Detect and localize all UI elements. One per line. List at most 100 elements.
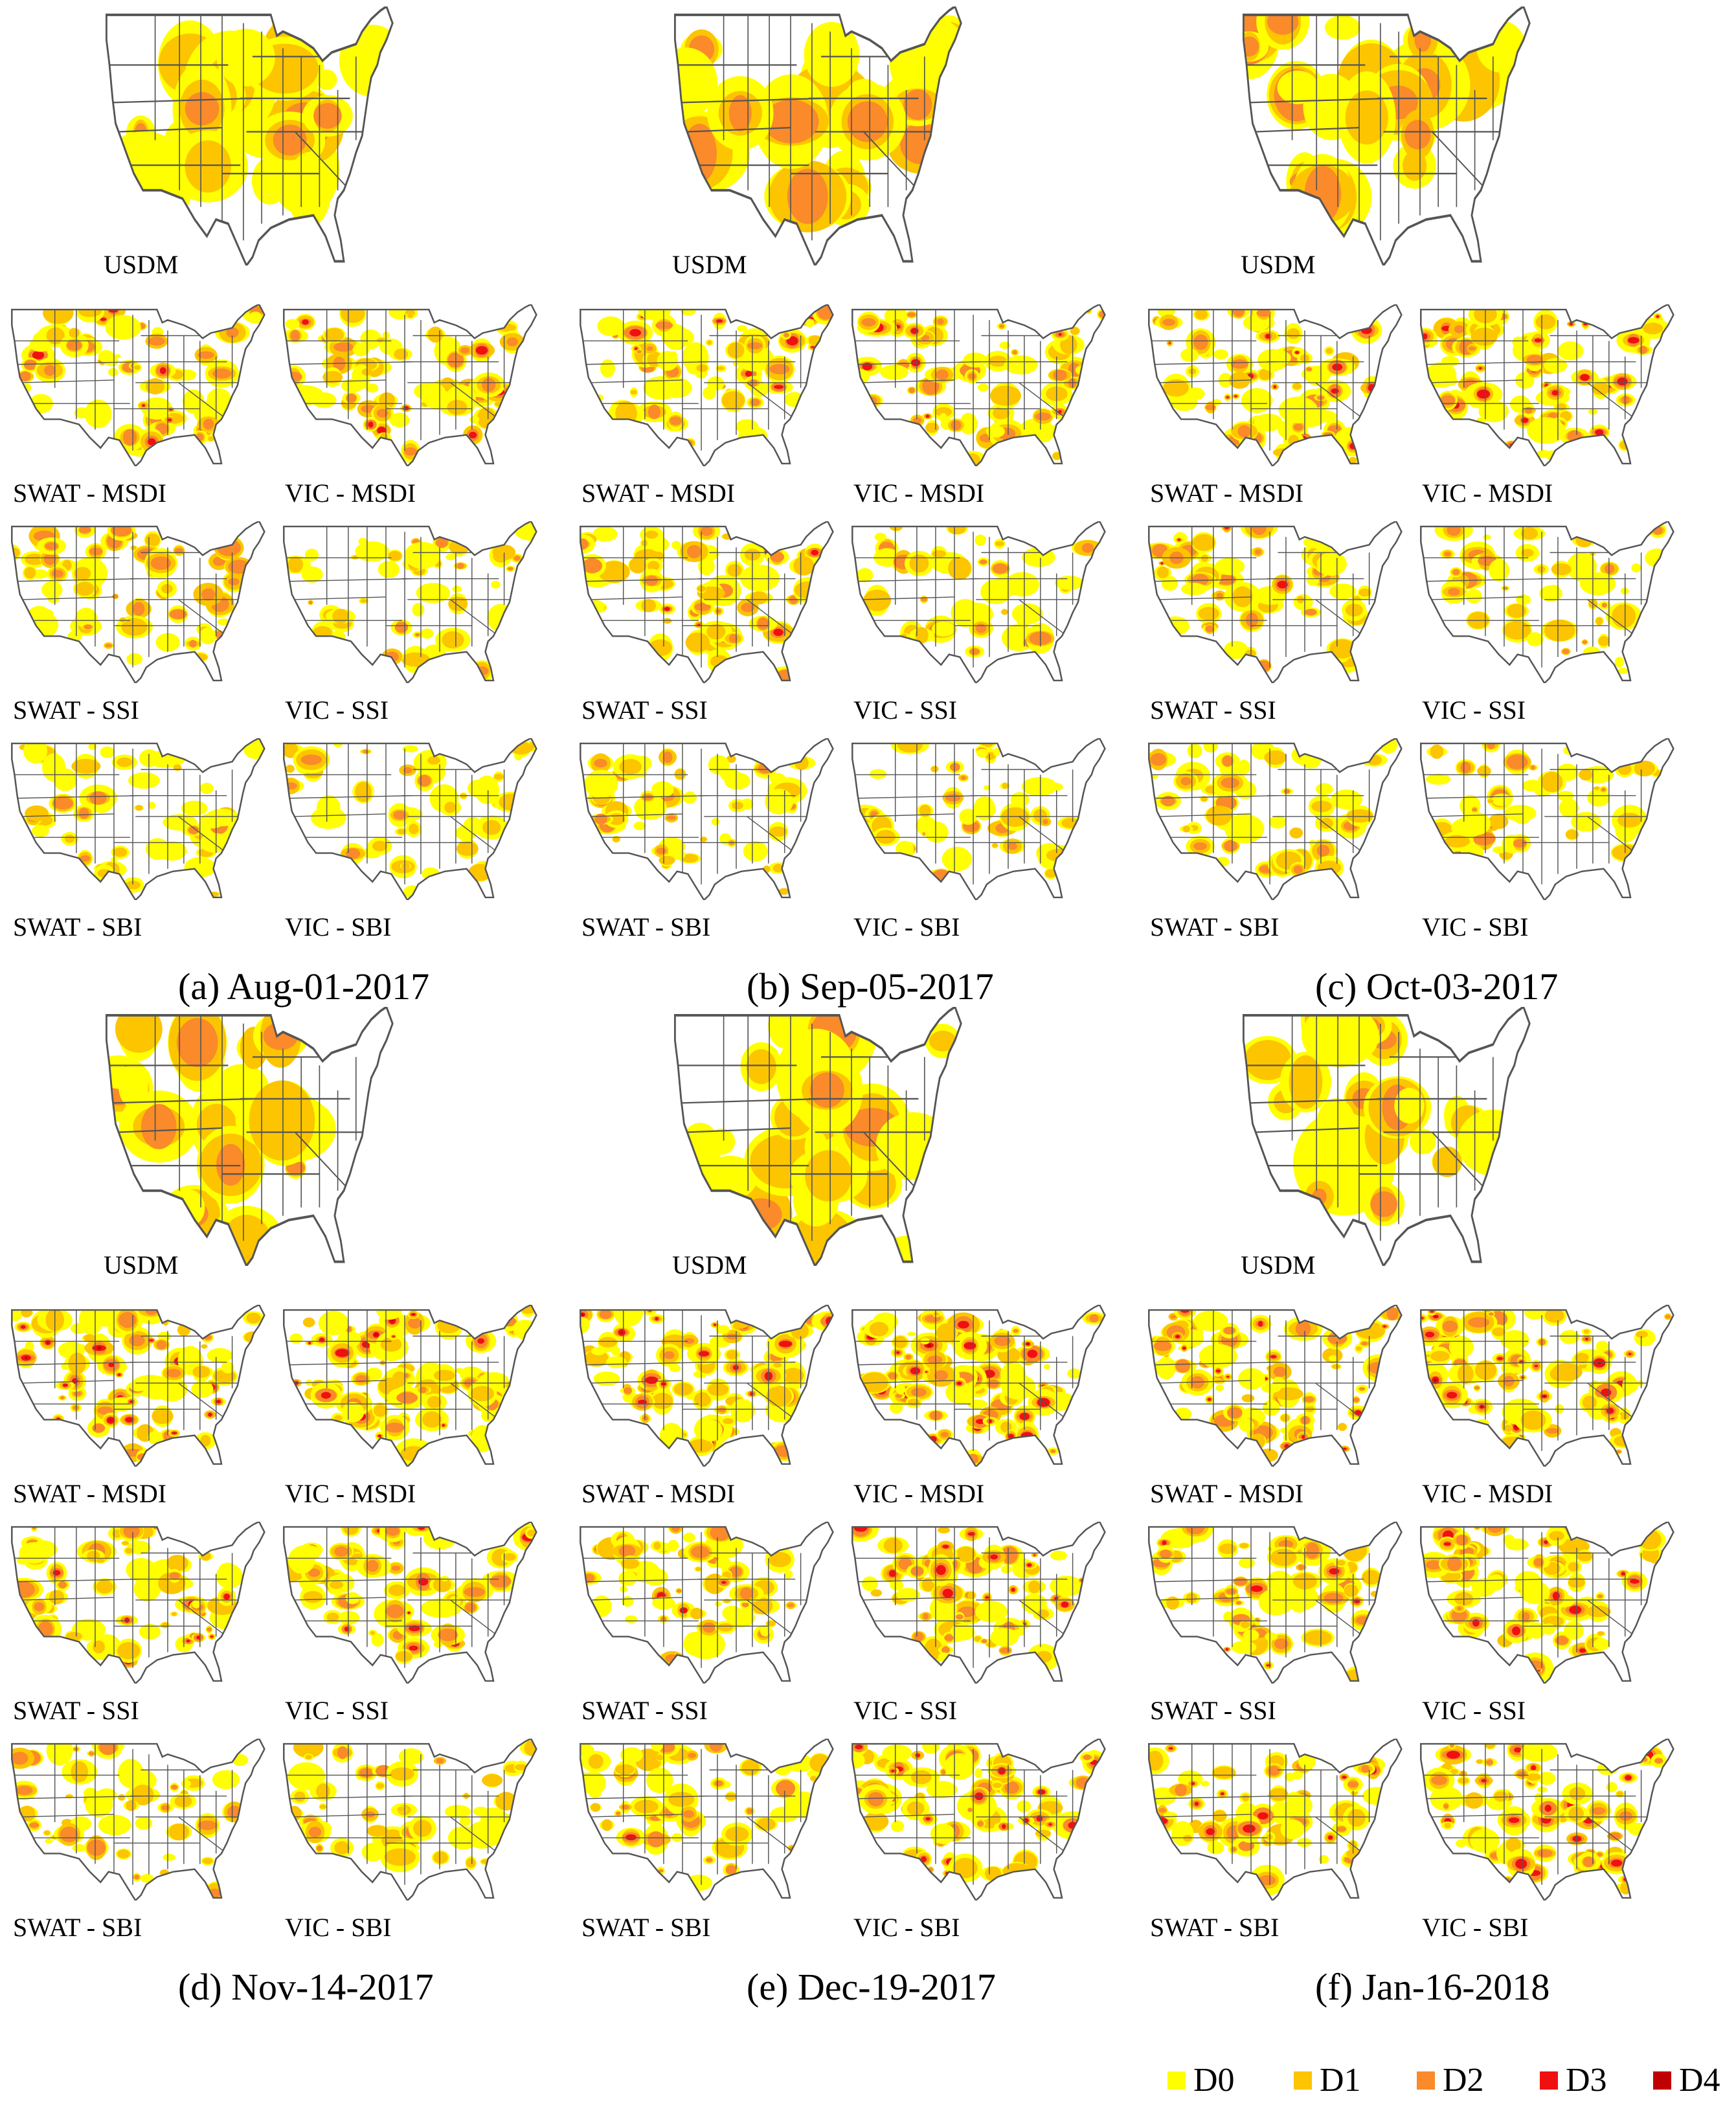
drought-patch-d2 xyxy=(982,1639,987,1643)
drought-patch-d0 xyxy=(88,743,97,750)
drought-patch-d1 xyxy=(1070,327,1080,335)
drought-patch-d0 xyxy=(163,1853,176,1861)
drought-patch-d1 xyxy=(938,1527,951,1533)
model-map-sbi xyxy=(283,1739,537,1900)
drought-patch-d0 xyxy=(1055,575,1084,590)
model-map-ssi xyxy=(851,521,1106,683)
drought-patch-d1 xyxy=(1274,1387,1303,1401)
drought-patch-d2 xyxy=(1008,842,1017,850)
drought-patch-d0 xyxy=(292,1544,321,1561)
drought-patch-d2 xyxy=(226,327,239,338)
drought-patch-d0 xyxy=(1522,780,1542,792)
state-borders xyxy=(855,1310,1078,1451)
drought-patch-d0 xyxy=(216,1564,243,1589)
drought-patch-d1 xyxy=(1000,807,1030,827)
drought-patch-d1 xyxy=(1001,609,1008,615)
drought-patch-d1 xyxy=(772,864,784,873)
drought-patch-d0 xyxy=(1493,846,1506,854)
drought-patch-d1 xyxy=(1537,565,1546,573)
drought-patch-d0 xyxy=(1526,632,1544,647)
drought-patch-d3 xyxy=(1551,390,1559,396)
drought-patch-d0 xyxy=(959,808,978,825)
drought-patch-d0 xyxy=(118,1759,144,1788)
drought-patch-d2 xyxy=(60,1827,78,1842)
drought-patch-d2 xyxy=(728,95,752,131)
drought-patch-d2 xyxy=(1440,395,1456,406)
drought-patch-d0 xyxy=(651,1739,663,1752)
drought-patch-d0 xyxy=(993,747,1000,756)
drought-patch-d1 xyxy=(782,1368,804,1384)
drought-patch-d1 xyxy=(122,1541,130,1546)
drought-patch-d1 xyxy=(46,327,65,344)
drought-patch-d3 xyxy=(786,336,798,346)
model-map-sbi xyxy=(11,1739,265,1900)
drought-patch-d1 xyxy=(793,556,815,576)
drought-patch-d2 xyxy=(385,1423,405,1433)
state-borders xyxy=(678,1015,931,1241)
drought-patch-d2 xyxy=(1013,1329,1019,1333)
drought-patch-d4 xyxy=(412,1314,414,1315)
model-label: SWAT - MSDI xyxy=(581,1479,736,1508)
drought-patch-d1 xyxy=(201,1344,208,1349)
drought-patch-d0 xyxy=(1315,783,1333,795)
us-outline xyxy=(851,1522,1106,1684)
drought-patch-d2 xyxy=(403,767,412,774)
drought-patch-d0 xyxy=(856,568,874,583)
drought-patch-d2 xyxy=(337,1746,348,1759)
drought-patch-d0 xyxy=(98,1814,131,1836)
drought-patch-d2 xyxy=(1293,423,1303,431)
drought-patch-d0 xyxy=(1193,1311,1228,1331)
drought-patch-d1 xyxy=(24,567,36,579)
drought-patch-d2 xyxy=(308,1827,322,1838)
drought-patch-d1 xyxy=(213,1370,236,1383)
drought-patch-d2 xyxy=(645,576,659,586)
drought-patch-d0 xyxy=(105,315,141,340)
drought-patch-d3 xyxy=(1207,1397,1212,1401)
us-outline xyxy=(283,1305,537,1467)
drought-patch-d0 xyxy=(249,311,262,321)
drought-patch-d3 xyxy=(1521,418,1529,423)
drought-patch-d0 xyxy=(714,1601,721,1607)
drought-patch-d3 xyxy=(1036,1815,1043,1821)
drought-patch-d2 xyxy=(366,1560,379,1572)
drought-patch-d1 xyxy=(117,1849,130,1858)
drought-patch-d2 xyxy=(203,418,214,430)
drought-patch-d1 xyxy=(1264,750,1287,765)
drought-patch-d2 xyxy=(1161,795,1175,807)
drought-patch-d3 xyxy=(475,346,488,355)
drought-patch-d1 xyxy=(246,1313,261,1324)
drought-patch-d0 xyxy=(580,1744,594,1758)
drought-patch-d1 xyxy=(727,563,742,577)
drought-patch-d1 xyxy=(313,626,332,639)
drought-patch-d2 xyxy=(206,1627,212,1631)
us-outline xyxy=(11,1522,265,1684)
state-borders xyxy=(109,1015,363,1241)
drought-patch-d1 xyxy=(1280,1414,1290,1422)
drought-patch-d3 xyxy=(910,1367,921,1375)
drought-patch-d3 xyxy=(216,1399,221,1404)
state-borders xyxy=(855,1744,1078,1885)
drought-patch-d1 xyxy=(756,1818,776,1831)
drought-area xyxy=(16,304,265,457)
drought-patch-d2 xyxy=(1246,613,1258,627)
drought-patch-d0 xyxy=(1215,1384,1224,1392)
drought-patch-d1 xyxy=(133,365,141,370)
drought-patch-d1 xyxy=(493,773,504,780)
drought-patch-d3 xyxy=(168,418,172,422)
drought-patch-d2 xyxy=(29,1823,39,1828)
us-outline xyxy=(851,1739,1106,1900)
drought-patch-d0 xyxy=(999,341,1011,349)
us-outline xyxy=(580,1522,834,1684)
state-borders xyxy=(678,14,931,241)
drought-patch-d1 xyxy=(131,1784,154,1806)
drought-patch-d1 xyxy=(630,390,638,395)
drought-patch-d1 xyxy=(1634,760,1655,776)
drought-patch-d0 xyxy=(1050,1550,1067,1561)
drought-patch-d2 xyxy=(1227,1407,1243,1419)
drought-patch-d0 xyxy=(1440,376,1458,387)
drought-patch-d2 xyxy=(905,1355,912,1360)
drought-patch-d0 xyxy=(216,28,275,87)
model-label: VIC - SBI xyxy=(285,1913,392,1942)
usdm-label: USDM xyxy=(104,250,179,279)
drought-area xyxy=(106,10,393,235)
